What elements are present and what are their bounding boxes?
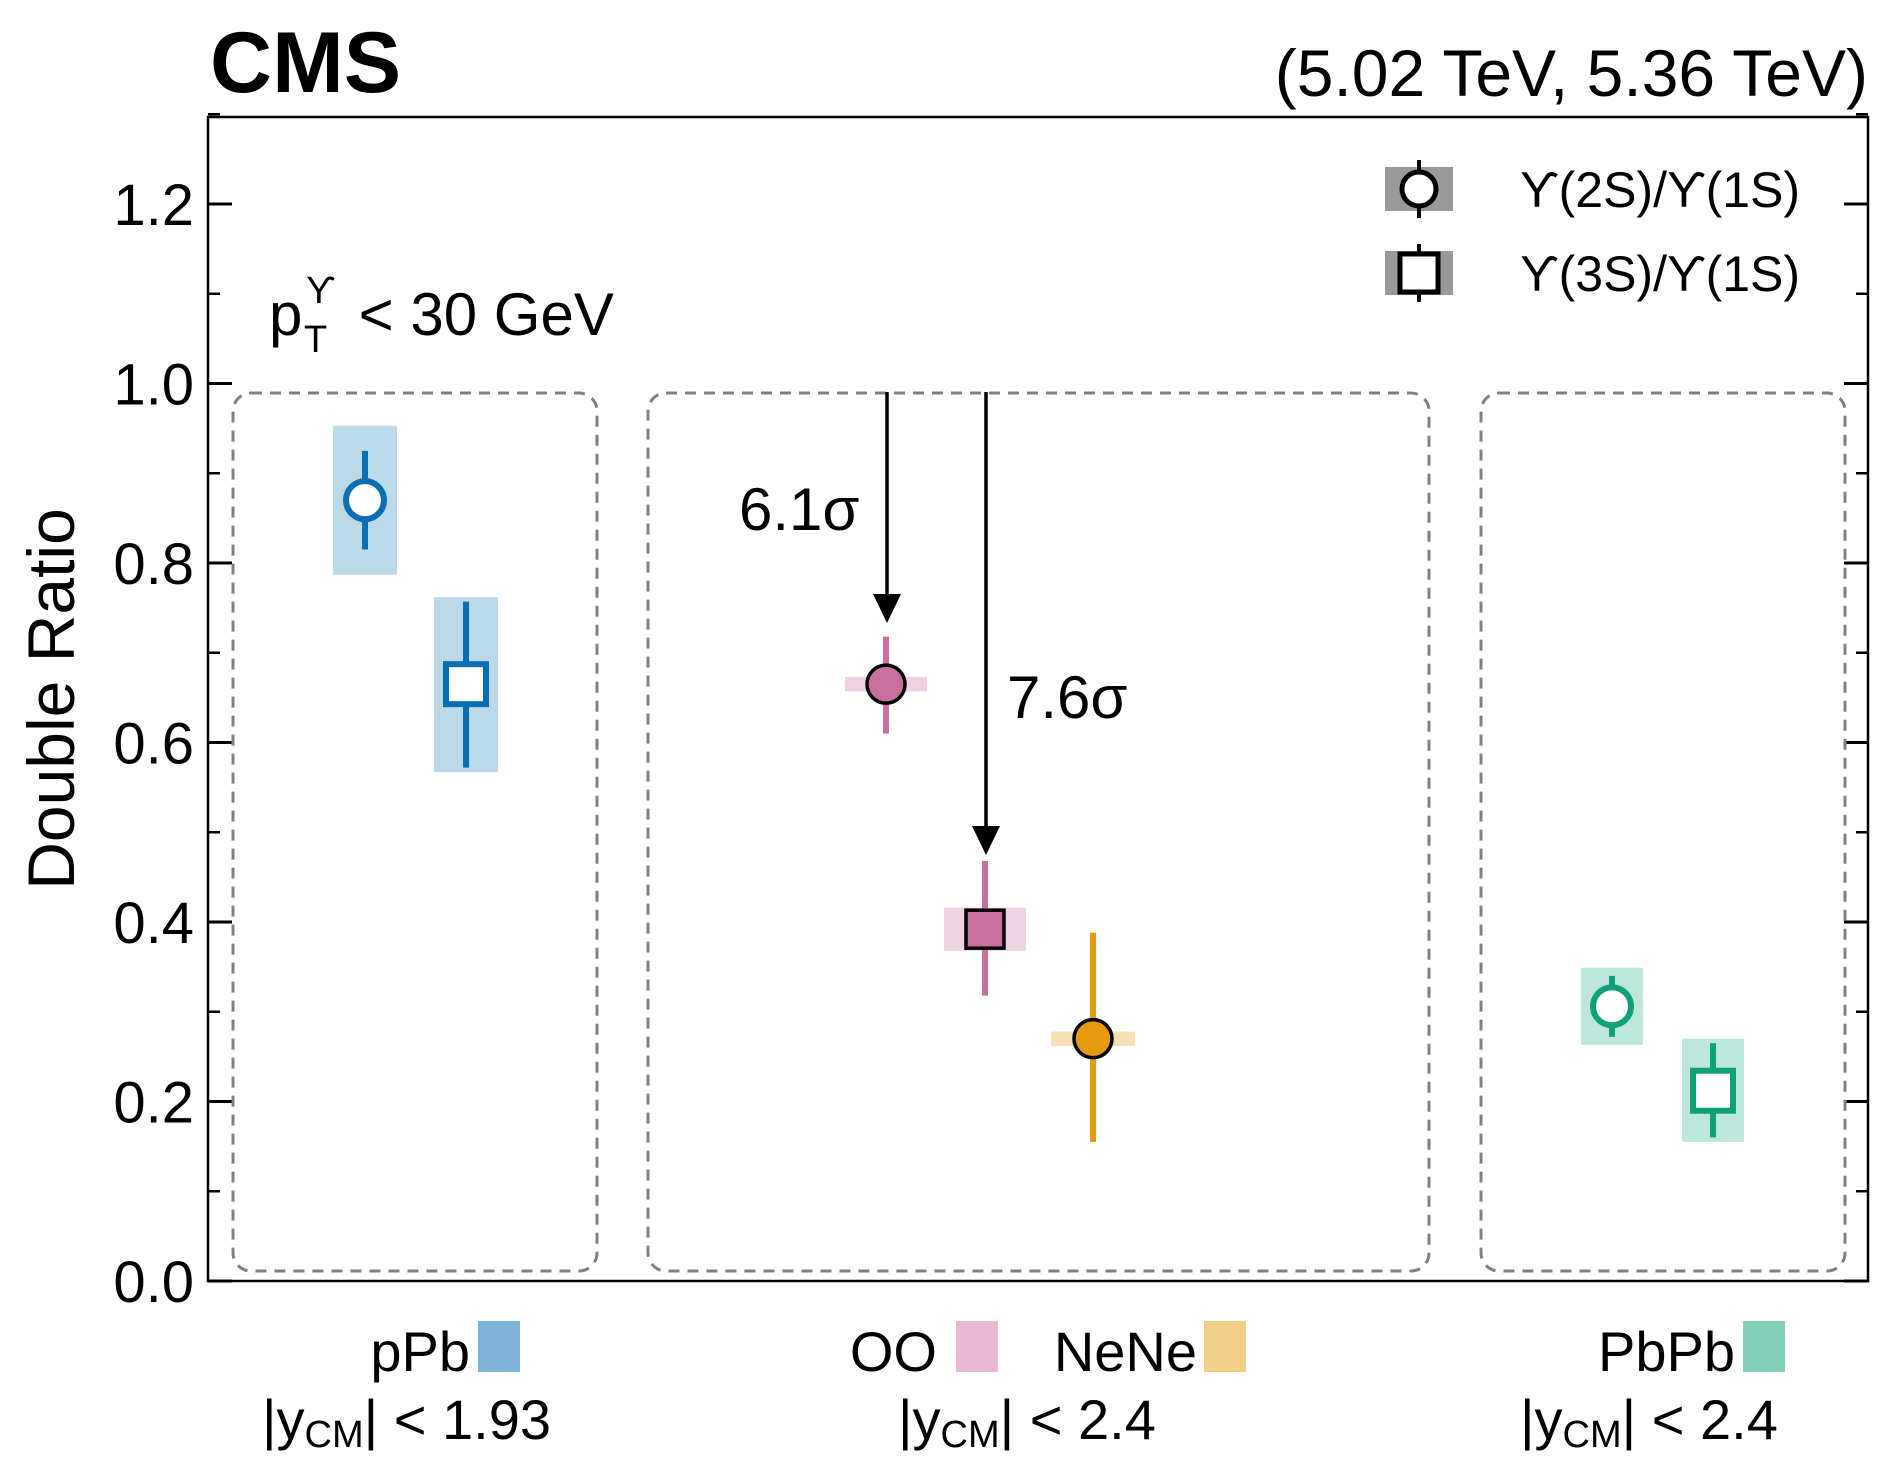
system-box-pPb: [231, 391, 599, 1273]
pt-cut-subscript: T: [304, 319, 327, 361]
data-point-oo-2s-1s: [845, 636, 927, 734]
arrow-head-7-6-sigma: [972, 826, 1000, 855]
legend-marker-square: [1397, 251, 1441, 295]
legend-marker-circle: [1399, 169, 1439, 209]
system-box-light-ions: [646, 391, 1431, 1273]
system-swatch-OO: [956, 1321, 998, 1372]
rapidity-text-pPb: |yCM| < 1.93: [262, 1388, 551, 1456]
system-box-PbPb: [1479, 391, 1847, 1273]
y-axis: 0.0 0.2 0.4 0.6 0.8 1.0 1.2: [113, 113, 1868, 1315]
data-point-ppb-3s-1s: [434, 597, 498, 773]
rapidity-text-PbPb: |yCM| < 2.4: [1520, 1388, 1778, 1456]
legend-label-3s: ϒ(3S)/ϒ(1S): [1520, 246, 1800, 302]
significance-label-6-1-sigma: 6.1σ: [739, 476, 859, 543]
rapidity-label-light-ions: |yCM| < 2.4: [898, 1388, 1156, 1456]
system-labels: pPb |yCM| < 1.93 OO NeNe |yCM| < 2.4 PbP…: [262, 1320, 1785, 1456]
legend-label-2s: ϒ(2S)/ϒ(1S): [1520, 162, 1800, 218]
data-point-ppb-2s-1s: [333, 425, 397, 575]
rapidity-text-light-ions: |yCM| < 2.4: [898, 1388, 1156, 1456]
pt-cut-rest: < 30 GeV: [342, 281, 614, 348]
significance-label-7-6-sigma: 7.6σ: [1007, 664, 1127, 731]
legend: ϒ(2S)/ϒ(1S) ϒ(3S)/ϒ(1S): [1385, 160, 1800, 302]
cms-label: CMS: [210, 15, 401, 111]
rapidity-cut-pPb: | < 1.93: [364, 1388, 551, 1451]
data-point-nene-2s-1s: [1051, 932, 1135, 1142]
marker-circle-pbpb-2s-1s: [1590, 984, 1634, 1029]
system-label-NeNe: NeNe: [1054, 1320, 1197, 1383]
pt-cut-p: p: [269, 281, 302, 348]
y-tick-label: 1.2: [113, 173, 194, 238]
pt-cut-superscript: ϒ: [306, 270, 335, 312]
marker-square-ppb-3s-1s: [443, 661, 489, 708]
rapidity-label-PbPb: |yCM| < 2.4: [1520, 1388, 1778, 1456]
marker-circle-nene-2s-1s: [1072, 1017, 1114, 1060]
marker-square-oo-3s-1s: [964, 908, 1006, 950]
y-tick-label: 1.0: [113, 353, 194, 418]
system-label-pPb: pPb: [370, 1320, 470, 1383]
rapidity-subscript-PbPb: CM: [1563, 1414, 1622, 1456]
significance-annotations: 6.1σ 7.6σ: [739, 392, 1127, 855]
y-tick-label: 0.0: [113, 1250, 194, 1315]
data-point-pbpb-3s-1s: [1682, 1038, 1744, 1142]
rapidity-subscript-pPb: CM: [305, 1414, 364, 1456]
energy-label: (5.02 TeV, 5.36 TeV): [1275, 36, 1868, 110]
plot-frame: [206, 115, 1870, 1283]
y-axis-label: Double Ratio: [14, 508, 88, 890]
y-tick-label: 0.6: [113, 712, 194, 777]
data-point-pbpb-2s-1s: [1581, 967, 1643, 1045]
data-points: [333, 425, 1744, 1142]
system-swatch-NeNe: [1204, 1321, 1246, 1372]
system-groups: [231, 391, 1847, 1273]
y-tick-label: 0.2: [113, 1071, 194, 1136]
marker-circle-ppb-2s-1s: [343, 478, 387, 523]
marker-square-pbpb-3s-1s: [1690, 1067, 1736, 1114]
pt-cut-label: p ϒ T < 30 GeV: [269, 270, 614, 361]
system-label-PbPb: PbPb: [1598, 1320, 1735, 1383]
marker-circle-oo-2s-1s: [865, 663, 907, 705]
rapidity-cut-PbPb: | < 2.4: [1622, 1388, 1778, 1451]
system-swatch-PbPb: [1743, 1321, 1785, 1372]
rapidity-label-pPb: |yCM| < 1.93: [262, 1388, 551, 1456]
y-tick-label: 0.8: [113, 532, 194, 597]
system-swatch-pPb: [478, 1321, 520, 1372]
data-point-oo-3s-1s: [944, 860, 1026, 996]
rapidity-cut-light-ions: | < 2.4: [1000, 1388, 1156, 1451]
rapidity-subscript-light-ions: CM: [941, 1414, 1000, 1456]
y-tick-label: 0.4: [113, 891, 194, 956]
system-label-OO: OO: [850, 1320, 937, 1383]
arrow-head-6-1-sigma: [873, 594, 901, 623]
